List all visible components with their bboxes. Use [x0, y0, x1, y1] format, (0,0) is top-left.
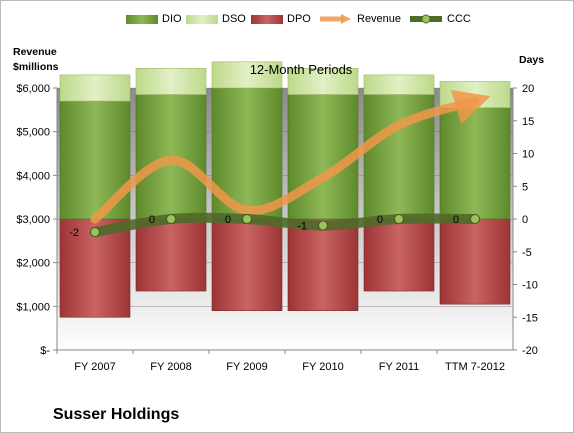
dpo-bar	[439, 218, 511, 305]
dpo-bar	[211, 218, 283, 311]
ccc-point	[394, 214, 404, 224]
chart-title: 12-Month Periods	[249, 62, 353, 77]
right-tick-label: -15	[522, 312, 538, 324]
right-tick-label: 15	[522, 116, 534, 128]
dio-bar	[439, 107, 511, 220]
ccc-data-label: 0	[453, 214, 459, 226]
left-axis-title: Revenue $millions	[13, 45, 59, 75]
ccc-point	[166, 214, 176, 224]
legend-swatch-dso	[186, 14, 218, 24]
legend-label-ccc: CCC	[447, 13, 471, 25]
legend-label-dso: DSO	[222, 13, 246, 25]
left-axis-title-line2: $millions	[13, 61, 59, 73]
ccc-point	[90, 227, 100, 238]
dso-bar	[59, 74, 131, 102]
left-tick-label: $6,000	[16, 83, 50, 95]
legend-swatch-dio	[126, 14, 158, 24]
ccc-point	[242, 214, 252, 224]
legend-item-dso: DSO	[186, 9, 246, 29]
left-tick-label: $3,000	[16, 214, 50, 226]
revenue-line	[90, 89, 491, 224]
x-tick-label: TTM 7-2012	[445, 361, 505, 373]
ccc-data-label: -1	[297, 221, 307, 233]
legend-item-dio: DIO	[126, 9, 182, 29]
legend-swatch-dpo	[251, 14, 283, 24]
ccc-point	[470, 214, 480, 224]
dso-bar	[135, 68, 207, 95]
right-axis-title: Days	[519, 54, 545, 66]
ccc-data-label: -2	[69, 227, 79, 239]
legend-arrow-icon	[320, 14, 351, 24]
ccc-data-label: 0	[377, 214, 383, 226]
legend-item-dpo: DPO	[251, 9, 311, 29]
left-tick-label: $2,000	[16, 258, 50, 270]
dio-bar	[59, 100, 131, 220]
x-tick-label: FY 2011	[379, 361, 420, 373]
right-tick-label: 10	[522, 149, 534, 161]
legend-label-dpo: DPO	[287, 13, 311, 25]
left-tick-label: $-	[40, 345, 50, 357]
left-tick-label: $5,000	[16, 127, 50, 139]
dpo-bar	[363, 218, 435, 292]
legend-ccc-icon	[410, 14, 442, 24]
legend-item-revenue: Revenue	[319, 9, 401, 29]
legend-label-revenue: Revenue	[357, 13, 402, 25]
dpo-bar	[287, 218, 359, 311]
right-tick-label: -20	[522, 345, 538, 357]
dso-bar	[363, 74, 435, 95]
ccc-data-label: 0	[225, 214, 231, 226]
right-tick-label: -5	[522, 247, 532, 259]
dso-bar	[211, 61, 283, 89]
dso-bar	[287, 68, 359, 95]
left-tick-label: $4,000	[16, 170, 50, 182]
ccc-line	[90, 212, 480, 238]
right-tick-label: 5	[522, 181, 528, 193]
x-tick-label: FY 2007	[74, 361, 115, 373]
right-tick-label: -10	[522, 280, 538, 292]
right-tick-label: 20	[522, 83, 534, 95]
ccc-point	[318, 220, 328, 231]
left-tick-label: $1,000	[16, 301, 50, 313]
legend-item-ccc: CCC	[409, 9, 471, 29]
right-tick-label: 0	[522, 214, 528, 226]
left-axis-title-line1: Revenue	[13, 46, 57, 58]
x-tick-label: FY 2010	[302, 361, 343, 373]
company-name: Susser Holdings	[53, 406, 180, 423]
x-tick-label: FY 2009	[226, 361, 267, 373]
legend-label-dio: DIO	[162, 13, 182, 25]
ccc-data-label: 0	[149, 214, 155, 226]
x-tick-label: FY 2008	[150, 361, 191, 373]
dpo-bar	[135, 218, 207, 292]
